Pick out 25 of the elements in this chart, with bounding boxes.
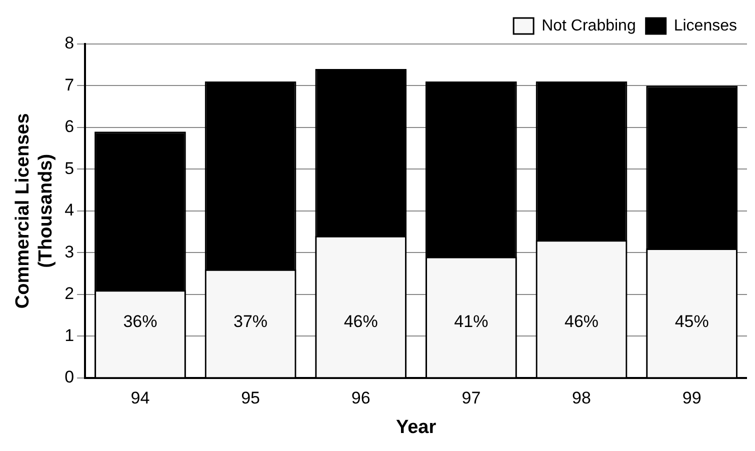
y-tick-label: 6: [64, 117, 74, 136]
x-tick-label: 95: [241, 388, 260, 408]
annotation: 46%: [564, 312, 599, 331]
annotation: 46%: [344, 312, 378, 331]
x-tick-label: 94: [130, 388, 150, 408]
x-tick-label: 97: [462, 388, 481, 408]
y-tick-label: 1: [64, 326, 74, 345]
legend-label: Not Crabbing: [542, 17, 636, 34]
y-tick-label: 3: [64, 242, 74, 262]
legend-label: Licenses: [674, 17, 738, 34]
y-axis-title: Commercial Licenses (Thousands): [12, 113, 56, 309]
annotation: 41%: [454, 312, 488, 331]
y-tick-label: 8: [64, 34, 74, 53]
y-tick-label: 0: [64, 367, 74, 386]
annotation: 36%: [123, 312, 158, 331]
y-tick-label: 4: [64, 200, 74, 220]
y-tick-label: 7: [64, 75, 74, 94]
annotation: 37%: [234, 312, 268, 331]
annotation: 45%: [674, 312, 709, 331]
x-tick-label: 99: [682, 388, 702, 408]
x-axis-title: Year: [396, 416, 437, 438]
y-tick-label: 2: [64, 284, 74, 304]
y-tick-label: 5: [64, 158, 74, 178]
x-tick-label: 98: [572, 388, 591, 408]
x-tick-label: 96: [351, 388, 370, 408]
